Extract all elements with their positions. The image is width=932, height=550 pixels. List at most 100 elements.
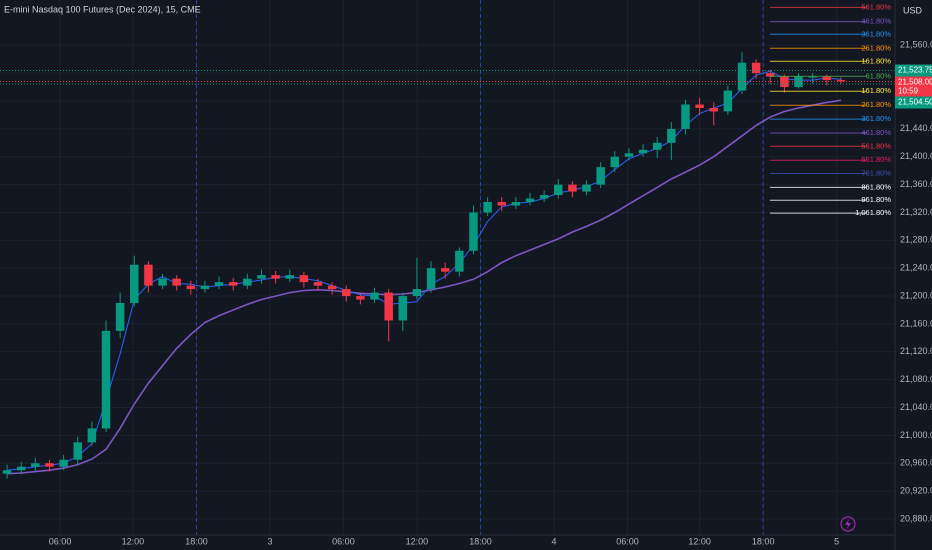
x-tick-label: 18:00 — [752, 536, 775, 546]
fib-label: 261.80% — [861, 43, 891, 52]
y-tick-label: 21,040.00 — [900, 402, 932, 412]
candle-body — [469, 212, 478, 251]
x-tick-label: 12:00 — [122, 536, 145, 546]
candle-body — [667, 128, 676, 143]
candle-body — [45, 463, 54, 467]
candle-body — [539, 195, 549, 199]
x-tick-label: 12:00 — [406, 536, 429, 546]
candle-body — [412, 289, 422, 297]
chart-title: E-mini Nasdaq 100 Futures (Dec 2024), 15… — [4, 4, 201, 14]
candle-body — [285, 275, 294, 279]
candle-body — [652, 142, 662, 150]
candle-body — [455, 250, 464, 272]
y-tick-label: 21,200.00 — [900, 290, 932, 300]
price-label-box — [895, 64, 932, 77]
candle-body — [568, 184, 577, 192]
currency-label[interactable]: USD — [903, 5, 923, 15]
fib-label: 561.80% — [861, 141, 891, 150]
y-tick-label: 21,400.00 — [900, 151, 932, 161]
fib-label: 461.80% — [861, 17, 891, 26]
fib-label: 161.80% — [861, 86, 891, 95]
alert-icon[interactable] — [840, 516, 856, 532]
x-tick-label: 06:00 — [616, 536, 639, 546]
candle-body — [822, 76, 832, 81]
price-label-box — [895, 96, 932, 109]
candle-body — [158, 278, 167, 286]
candle-body — [638, 149, 648, 154]
candle-body — [31, 463, 40, 467]
candle-body — [87, 428, 97, 443]
candle-body — [596, 167, 605, 185]
candle-body — [130, 264, 139, 304]
fib-label: 161.80% — [861, 56, 891, 65]
y-tick-label: 21,160.00 — [900, 318, 932, 328]
fib-label: 361.80% — [861, 114, 891, 123]
candle-body — [511, 202, 521, 206]
candle-body — [440, 268, 450, 272]
y-tick-label: 21,560.00 — [900, 40, 932, 50]
candle-body — [2, 470, 12, 474]
candle-body — [624, 153, 634, 157]
candle-body — [483, 202, 492, 213]
price-label: 21,508.00 — [898, 78, 932, 87]
candle-body — [299, 275, 309, 283]
candle-body — [751, 62, 761, 74]
alert-bolt — [845, 519, 851, 529]
fib-label: 861.80% — [861, 182, 891, 191]
x-tick-label: 18:00 — [469, 536, 492, 546]
y-tick-label: 21,280.00 — [900, 235, 932, 245]
price-label-box — [895, 76, 932, 97]
price-label: 21,504.50 — [898, 98, 932, 107]
candle-body — [582, 184, 591, 192]
fib-label: 461.80% — [861, 128, 891, 137]
candle-body — [356, 296, 365, 300]
candle-body — [709, 107, 718, 112]
candle-body — [384, 292, 393, 321]
candle-body — [257, 275, 266, 279]
candle-body — [554, 184, 563, 196]
candle-body — [342, 289, 351, 297]
candle-body — [59, 459, 68, 467]
moving-average — [7, 70, 841, 471]
fib-label: 961.80% — [861, 195, 891, 204]
candle-body — [327, 285, 337, 290]
candle-body — [186, 285, 196, 290]
candle-body — [723, 90, 733, 112]
y-tick-label: 20,960.00 — [900, 458, 932, 468]
x-tick-label: 4 — [552, 536, 557, 546]
candle-body — [370, 292, 379, 300]
x-tick-label: 18:00 — [185, 536, 208, 546]
candle-body — [16, 466, 26, 471]
fib-label: 361.80% — [861, 29, 891, 38]
y-tick-label: 21,120.00 — [900, 346, 932, 356]
candle-body — [172, 278, 181, 286]
candle-body — [497, 202, 506, 206]
y-tick-label: 21,240.00 — [900, 263, 932, 273]
fib-label: 761.80% — [861, 168, 891, 177]
fib-label: 261.80% — [861, 100, 891, 109]
countdown-label: 10:59 — [898, 87, 919, 96]
candle-body — [780, 76, 789, 88]
candle-body — [144, 264, 153, 286]
y-tick-label: 20,880.00 — [900, 513, 932, 523]
candle-body — [426, 268, 436, 290]
candle-body — [313, 282, 323, 286]
x-tick-label: 12:00 — [688, 536, 711, 546]
fib-label: 1,061.80% — [855, 208, 891, 217]
y-tick-label: 21,080.00 — [900, 374, 932, 384]
candle-body — [200, 285, 210, 290]
candle-body — [115, 303, 125, 331]
candle-body — [766, 73, 775, 77]
candle-body — [681, 104, 690, 129]
fib-label: 61.80% — [866, 71, 892, 80]
fib-label: 661.80% — [861, 155, 891, 164]
candle-body — [836, 80, 846, 82]
candle-body — [73, 442, 82, 460]
fib-label: 561.80% — [861, 2, 891, 11]
x-tick-label: 06:00 — [49, 536, 72, 546]
candle-body — [695, 104, 704, 108]
y-tick-label: 21,360.00 — [900, 179, 932, 189]
